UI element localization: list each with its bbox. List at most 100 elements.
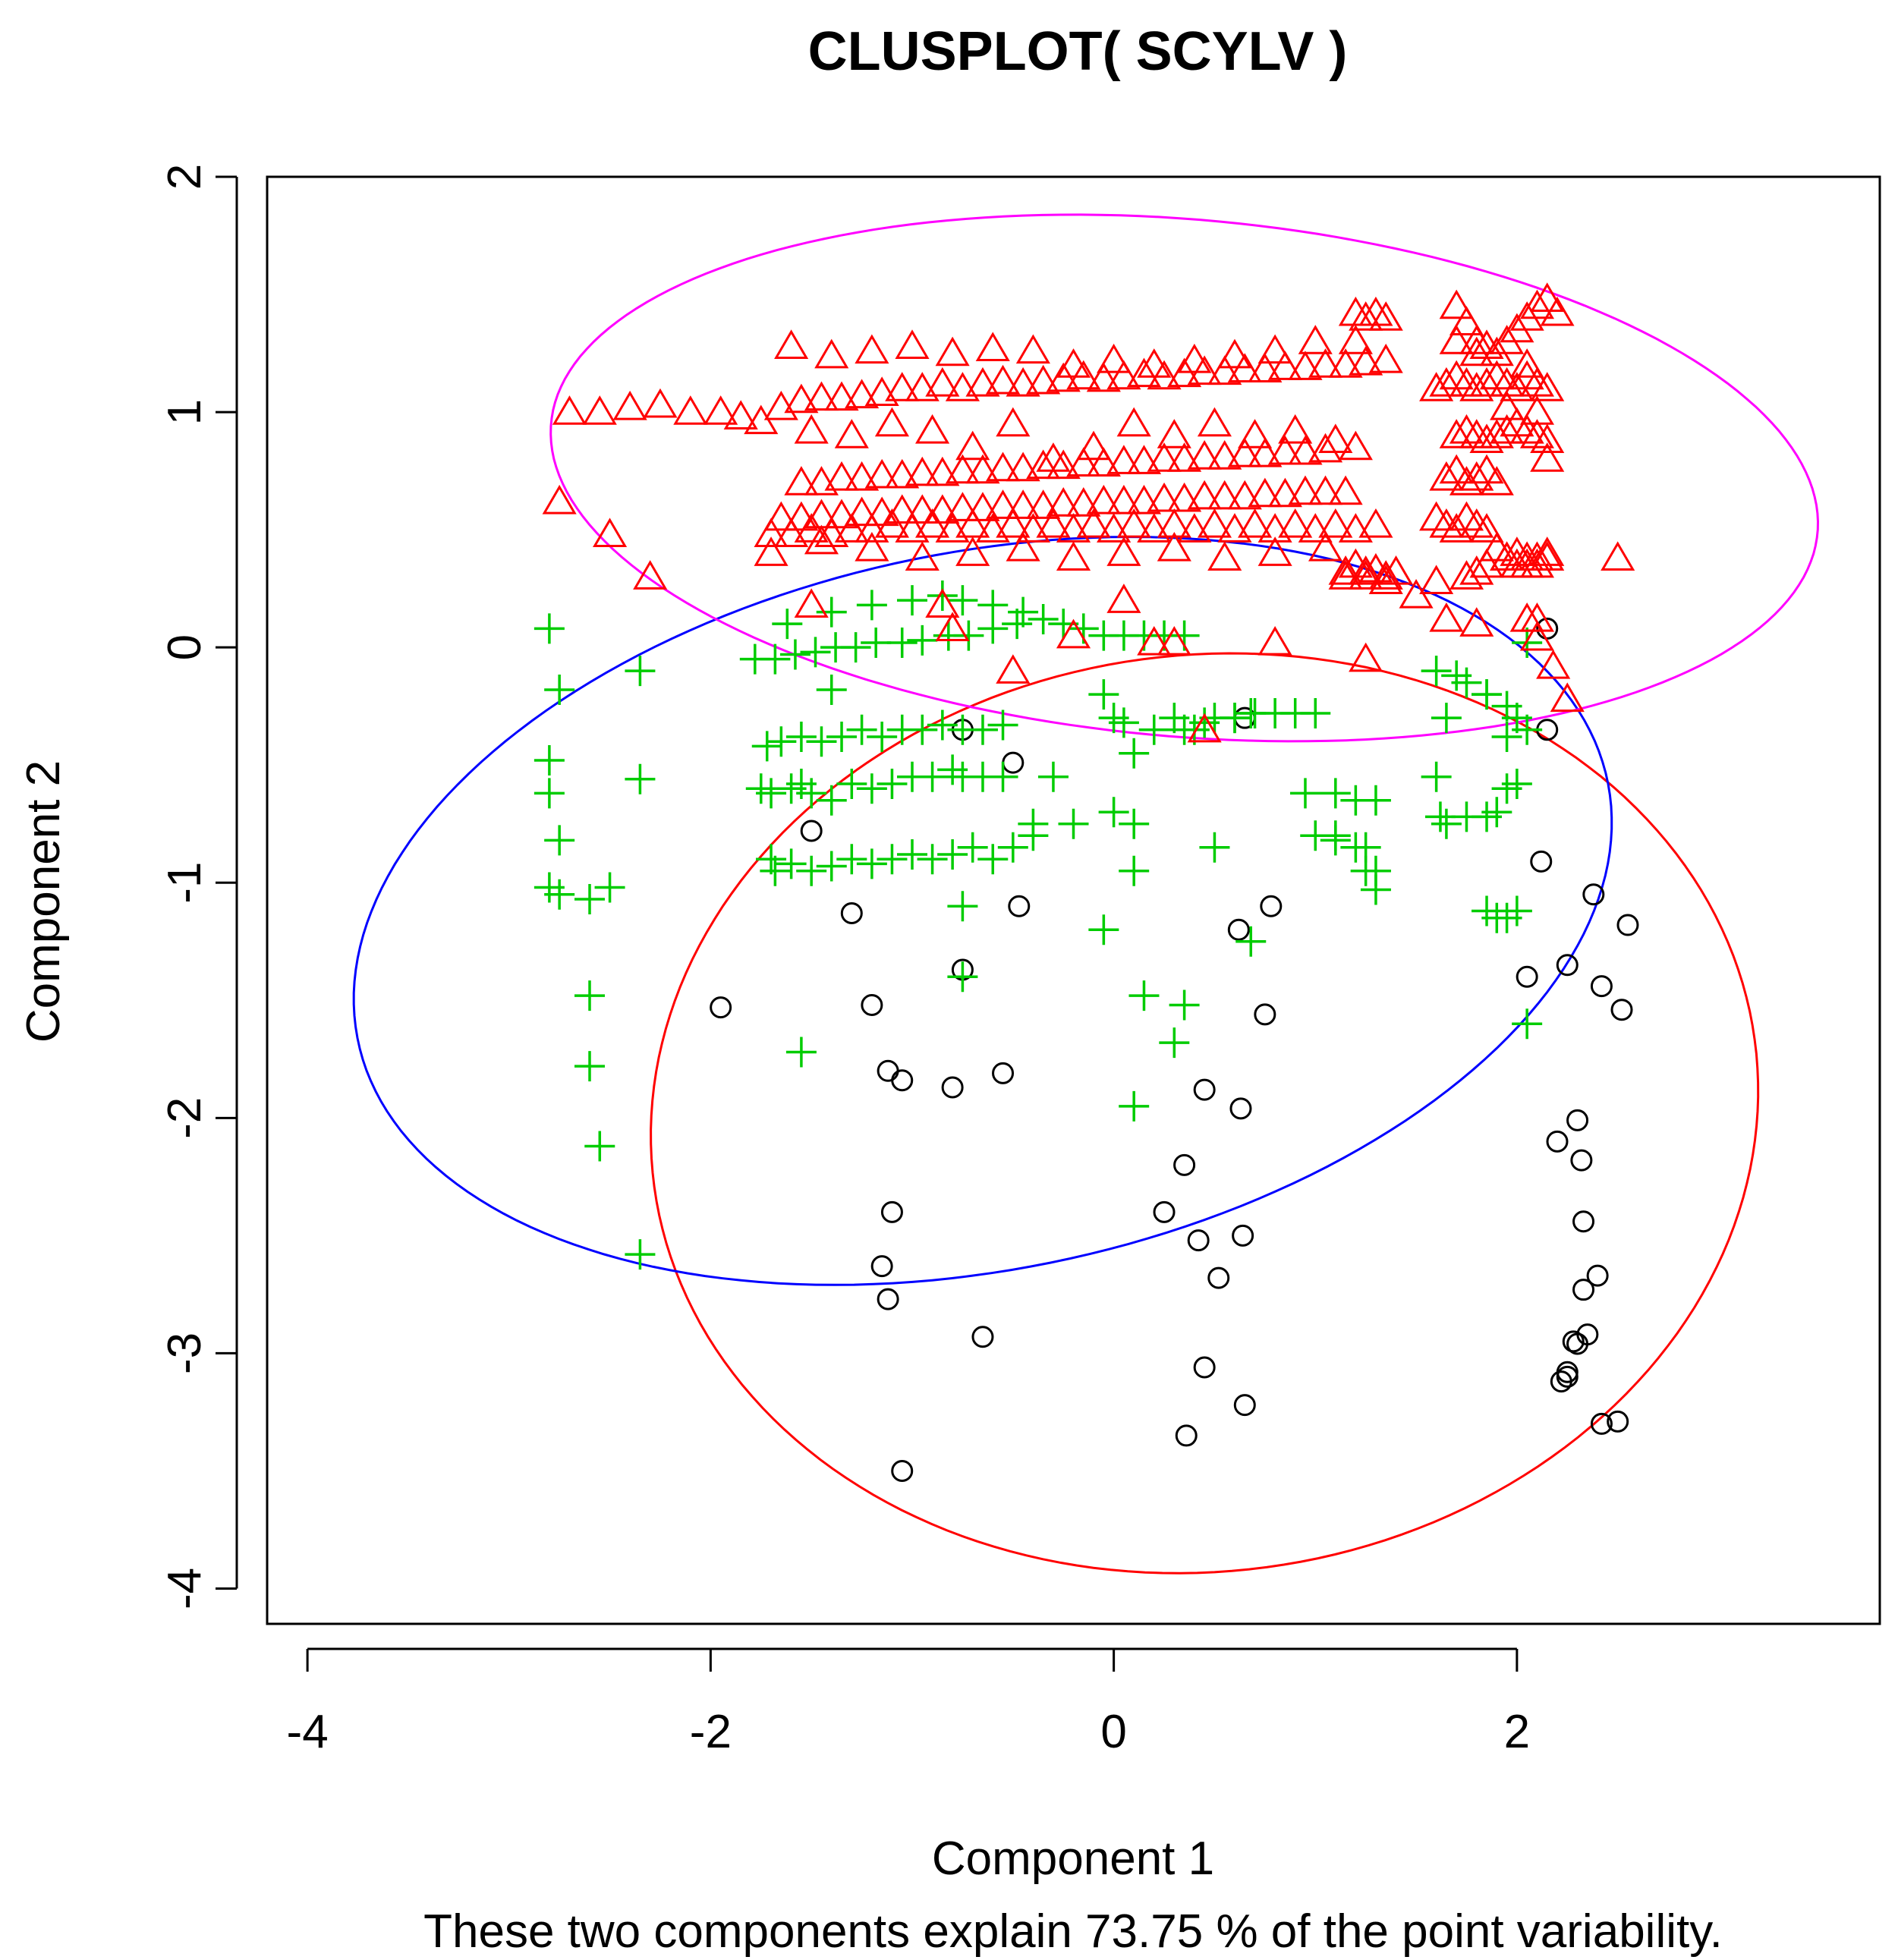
point-triangle bbox=[1157, 419, 1191, 448]
point-triangle bbox=[1479, 466, 1514, 496]
point-triangle bbox=[784, 501, 819, 531]
point-triangle bbox=[1187, 713, 1222, 743]
point-plus bbox=[594, 872, 625, 903]
point-plus bbox=[772, 609, 803, 640]
point-plus bbox=[1431, 808, 1462, 839]
point-triangle bbox=[985, 451, 1021, 482]
point-circle bbox=[1207, 1266, 1230, 1289]
point-triangle bbox=[955, 430, 990, 461]
point-plus bbox=[1037, 761, 1069, 792]
point-triangle bbox=[1439, 289, 1474, 319]
point-triangle bbox=[874, 407, 910, 437]
point-triangle bbox=[1338, 325, 1373, 354]
point-plus bbox=[1451, 667, 1482, 698]
x-axis-label: Component 1 bbox=[932, 1833, 1214, 1885]
point-triangle bbox=[885, 494, 920, 524]
point-plus bbox=[584, 1131, 615, 1162]
point-triangle bbox=[1026, 364, 1061, 395]
point-triangle bbox=[794, 414, 829, 444]
point-triangle bbox=[1267, 477, 1302, 508]
point-triangle bbox=[1187, 480, 1222, 510]
point-plus bbox=[877, 844, 908, 875]
point-triangle bbox=[1419, 501, 1454, 531]
point-triangle bbox=[864, 458, 899, 489]
point-triangle bbox=[824, 461, 859, 491]
point-plus bbox=[977, 844, 1009, 875]
point-triangle bbox=[1449, 306, 1484, 335]
series-2-plus bbox=[534, 580, 1543, 1270]
point-plus bbox=[816, 851, 847, 882]
point-circle bbox=[1193, 1356, 1216, 1379]
point-plus bbox=[917, 761, 948, 792]
point-triangle bbox=[1066, 487, 1101, 517]
point-triangle bbox=[1167, 442, 1202, 472]
point-plus bbox=[947, 961, 978, 993]
point-triangle bbox=[955, 536, 990, 566]
point-plus bbox=[953, 620, 984, 651]
point-triangle bbox=[1318, 423, 1353, 453]
point-triangle bbox=[1500, 313, 1534, 343]
point-triangle bbox=[1399, 578, 1434, 609]
point-circle bbox=[1187, 1229, 1210, 1252]
point-triangle bbox=[975, 513, 1010, 543]
point-circle bbox=[891, 1069, 914, 1092]
point-circle bbox=[1002, 751, 1025, 774]
point-plus bbox=[856, 848, 887, 879]
point-plus bbox=[1108, 707, 1139, 738]
point-triangle bbox=[1248, 437, 1283, 467]
point-triangle bbox=[1349, 301, 1383, 331]
point-triangle bbox=[774, 518, 809, 548]
point-circle bbox=[1556, 1361, 1579, 1383]
point-circle bbox=[1227, 918, 1250, 941]
point-circle bbox=[1566, 1109, 1589, 1131]
point-triangle bbox=[1116, 508, 1151, 538]
point-plus bbox=[574, 1051, 605, 1082]
point-triangle bbox=[1288, 435, 1323, 465]
point-triangle bbox=[1308, 433, 1343, 463]
point-circle bbox=[1008, 895, 1031, 917]
point-plus bbox=[1512, 714, 1543, 745]
cluster-3-ellipse bbox=[549, 213, 1820, 743]
point-circle bbox=[1607, 1410, 1629, 1433]
point-triangle bbox=[905, 372, 940, 401]
point-triangle bbox=[1530, 282, 1565, 312]
point-plus bbox=[897, 839, 927, 870]
point-triangle bbox=[582, 395, 617, 425]
point-circle bbox=[1254, 1003, 1276, 1026]
point-plus bbox=[927, 580, 958, 611]
point-triangle bbox=[1368, 301, 1403, 331]
point-triangle bbox=[1217, 513, 1252, 543]
point-triangle bbox=[1368, 343, 1403, 373]
x-tick-label: 0 bbox=[1100, 1706, 1126, 1758]
point-triangle bbox=[1056, 513, 1091, 543]
point-circle bbox=[1193, 1078, 1216, 1101]
point-triangle bbox=[1197, 407, 1232, 437]
point-circle bbox=[1233, 1394, 1256, 1417]
point-plus bbox=[776, 848, 807, 879]
point-triangle bbox=[1056, 618, 1091, 649]
point-circle bbox=[1616, 914, 1639, 936]
point-triangle bbox=[1601, 541, 1635, 571]
point-triangle bbox=[1429, 367, 1464, 397]
point-triangle bbox=[845, 461, 880, 491]
chart-subtitle: These two components explain 73.75 % of … bbox=[423, 1905, 1723, 1958]
point-plus bbox=[967, 714, 998, 745]
point-triangle bbox=[1086, 362, 1121, 392]
point-circle bbox=[1610, 999, 1633, 1021]
point-plus bbox=[544, 825, 575, 856]
point-triangle bbox=[1308, 475, 1343, 505]
point-triangle bbox=[1086, 484, 1121, 514]
point-circle bbox=[1572, 1210, 1595, 1233]
point-triangle bbox=[1328, 560, 1363, 590]
point-triangle bbox=[1126, 445, 1162, 474]
point-triangle bbox=[1459, 508, 1494, 538]
point-circle bbox=[877, 1059, 899, 1082]
point-circle bbox=[1576, 1323, 1599, 1346]
point-plus bbox=[1472, 679, 1503, 710]
point-plus bbox=[816, 785, 847, 816]
point-plus bbox=[897, 585, 927, 616]
point-triangle bbox=[763, 501, 798, 531]
point-triangle bbox=[1248, 353, 1283, 382]
point-triangle bbox=[774, 329, 809, 359]
point-triangle bbox=[1349, 642, 1383, 672]
